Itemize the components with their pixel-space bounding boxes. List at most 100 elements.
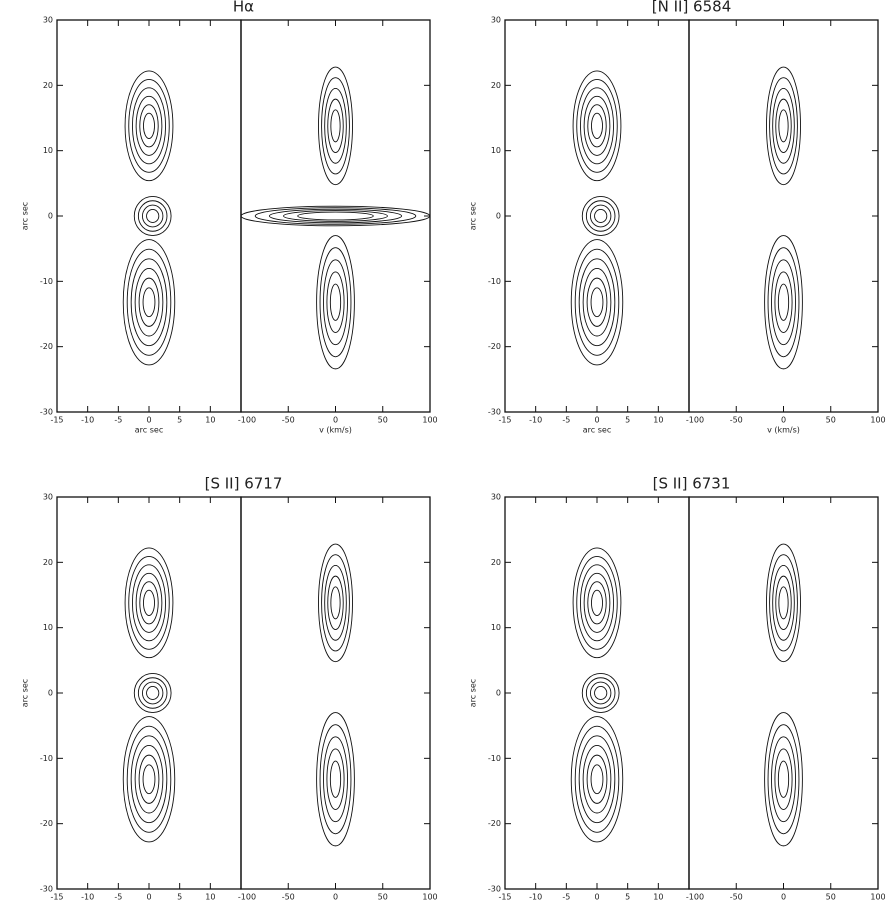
- contour-line: [124, 70, 174, 182]
- contour-line: [139, 104, 159, 148]
- y-tick-label: -10: [488, 277, 501, 286]
- x-tick-label: 10: [205, 893, 215, 901]
- contour-line: [590, 204, 612, 228]
- panel-title: [N II] 6584: [652, 0, 731, 16]
- contour-line: [574, 248, 620, 356]
- contour-line: [126, 248, 172, 356]
- y-tick-label: 30: [491, 16, 501, 25]
- y-tick-label: -20: [488, 342, 501, 351]
- contour-line: [330, 109, 341, 143]
- contour-line: [130, 258, 168, 347]
- x-tick-label: 0: [333, 416, 338, 425]
- x-tick-label: 5: [625, 416, 630, 425]
- y-tick-label: 10: [491, 146, 501, 155]
- contour-line: [134, 745, 164, 814]
- y-axis-label: arc sec: [21, 202, 30, 230]
- x-tick-label: -5: [114, 893, 122, 901]
- contour-line: [777, 760, 790, 798]
- x-tick-label: 0: [594, 893, 599, 901]
- contour-line: [587, 104, 607, 148]
- panel-title: [S II] 6731: [653, 475, 731, 493]
- contour-line: [297, 211, 374, 221]
- contour-line: [142, 204, 164, 228]
- y-tick-label: 10: [43, 623, 53, 632]
- contour-line: [572, 547, 622, 659]
- contour-line: [767, 724, 800, 835]
- x-tick-label: -15: [498, 416, 511, 425]
- contour-line: [240, 205, 431, 227]
- contour-line: [769, 77, 798, 175]
- y-tick-label: -20: [40, 342, 53, 351]
- x-tick-label: -10: [529, 893, 542, 901]
- contour-line: [764, 712, 803, 847]
- y-tick-label: -30: [488, 885, 501, 894]
- contour-line: [138, 277, 160, 327]
- contour-line: [326, 748, 345, 810]
- contour-line: [323, 259, 348, 346]
- contour-line: [131, 564, 167, 642]
- contour-line: [135, 95, 163, 156]
- contour-line: [579, 87, 615, 165]
- x-tick-label: 0: [146, 416, 151, 425]
- contour-line: [585, 677, 616, 709]
- x-tick-label: 100: [870, 416, 885, 425]
- contour-line: [321, 77, 350, 175]
- contour-line: [582, 745, 612, 814]
- x-axis-label: v (km/s): [319, 426, 352, 435]
- contour-line: [128, 555, 170, 650]
- contour-line: [143, 589, 155, 616]
- subpanel-frame: [688, 496, 879, 890]
- contour-line: [122, 239, 176, 366]
- y-tick-label: 30: [491, 493, 501, 502]
- contour-line: [586, 754, 608, 804]
- x-tick-label: -50: [282, 416, 295, 425]
- y-tick-label: -30: [40, 885, 53, 894]
- y-tick-label: 10: [43, 146, 53, 155]
- contour-line: [766, 543, 801, 663]
- contour-line: [324, 87, 347, 164]
- contour-line: [570, 716, 624, 843]
- contour-line: [766, 66, 801, 186]
- contour-line: [771, 736, 796, 823]
- contour-line: [574, 725, 620, 833]
- panel-title: [S II] 6717: [205, 475, 283, 493]
- contour-line: [594, 686, 608, 700]
- subpanel-frame: [56, 19, 242, 413]
- y-axis-label: arc sec: [21, 679, 30, 707]
- contour-line: [572, 70, 622, 182]
- x-tick-label: 100: [422, 416, 437, 425]
- x-tick-label: 5: [177, 416, 182, 425]
- y-tick-label: -20: [488, 819, 501, 828]
- contour-line: [583, 95, 611, 156]
- x-tick-label: -100: [238, 893, 256, 901]
- contour-line: [764, 235, 803, 370]
- contour-line: [329, 760, 342, 798]
- contour-line: [324, 564, 347, 641]
- contour-line: [131, 87, 167, 165]
- contour-line: [582, 268, 612, 337]
- contour-line: [594, 209, 608, 223]
- contour-line: [329, 283, 342, 321]
- contour-line: [778, 109, 789, 143]
- y-tick-label: -10: [40, 277, 53, 286]
- y-tick-label: 30: [43, 493, 53, 502]
- contour-line: [581, 195, 620, 237]
- contour-line: [146, 209, 160, 223]
- contour-line: [777, 283, 790, 321]
- x-tick-label: -100: [686, 416, 704, 425]
- contour-line: [585, 200, 616, 232]
- y-tick-label: 0: [496, 212, 501, 221]
- x-tick-label: 5: [625, 893, 630, 901]
- contour-line: [579, 564, 615, 642]
- contour-line: [130, 735, 168, 824]
- x-axis-label: arc sec: [135, 426, 163, 435]
- x-axis-label: arc sec: [583, 426, 611, 435]
- contour-line: [133, 672, 172, 714]
- x-tick-label: 0: [333, 893, 338, 901]
- y-tick-label: 20: [43, 558, 53, 567]
- contour-line: [135, 572, 163, 633]
- contour-line: [774, 748, 793, 810]
- contour-line: [772, 564, 795, 641]
- contour-line: [137, 677, 168, 709]
- x-tick-label: -100: [686, 893, 704, 901]
